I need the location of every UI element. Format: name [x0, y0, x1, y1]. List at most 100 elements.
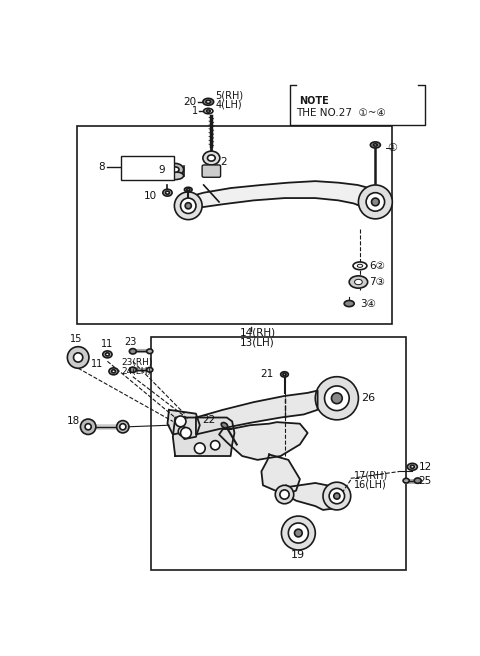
Bar — [77, 127, 392, 323]
Text: ①: ① — [388, 143, 397, 153]
Text: 17(RH): 17(RH) — [354, 470, 388, 480]
Text: 22: 22 — [202, 415, 215, 425]
Circle shape — [67, 346, 89, 368]
Circle shape — [81, 419, 96, 434]
Circle shape — [85, 424, 91, 430]
Ellipse shape — [203, 98, 214, 105]
Text: 23(RH): 23(RH) — [121, 358, 153, 367]
Circle shape — [332, 393, 342, 403]
Circle shape — [324, 386, 349, 411]
Ellipse shape — [283, 373, 286, 375]
Ellipse shape — [147, 349, 153, 354]
Ellipse shape — [414, 478, 421, 483]
Text: 6②: 6② — [369, 261, 385, 271]
Polygon shape — [184, 181, 381, 216]
Ellipse shape — [184, 188, 192, 192]
Circle shape — [295, 529, 302, 537]
Ellipse shape — [167, 172, 184, 180]
Circle shape — [275, 485, 294, 504]
Circle shape — [334, 493, 340, 499]
Text: 1: 1 — [192, 106, 198, 116]
Text: 14(RH): 14(RH) — [240, 328, 276, 338]
Polygon shape — [196, 390, 318, 434]
Circle shape — [211, 441, 220, 450]
Circle shape — [281, 516, 315, 550]
Circle shape — [323, 482, 351, 510]
Polygon shape — [285, 483, 338, 510]
Circle shape — [194, 443, 205, 454]
Ellipse shape — [163, 189, 172, 196]
Ellipse shape — [203, 151, 220, 165]
Ellipse shape — [167, 163, 184, 176]
Text: 20: 20 — [183, 97, 197, 107]
FancyBboxPatch shape — [121, 155, 174, 180]
Text: 8: 8 — [98, 162, 105, 173]
Text: 19: 19 — [291, 550, 305, 560]
Text: 11: 11 — [91, 359, 104, 369]
Polygon shape — [219, 422, 308, 460]
Polygon shape — [262, 455, 300, 495]
Circle shape — [315, 377, 359, 420]
Ellipse shape — [206, 110, 210, 112]
Ellipse shape — [187, 188, 190, 191]
Ellipse shape — [206, 100, 211, 104]
Ellipse shape — [353, 262, 367, 270]
Ellipse shape — [204, 108, 213, 113]
Ellipse shape — [171, 167, 179, 173]
Text: 3④: 3④ — [360, 298, 376, 308]
Circle shape — [329, 488, 345, 504]
Ellipse shape — [129, 367, 136, 373]
FancyBboxPatch shape — [202, 165, 221, 177]
Ellipse shape — [166, 191, 169, 194]
Ellipse shape — [408, 463, 417, 470]
Text: 21: 21 — [261, 369, 274, 379]
Circle shape — [175, 416, 186, 427]
Ellipse shape — [112, 370, 116, 373]
Polygon shape — [173, 417, 234, 456]
Text: 15: 15 — [71, 334, 83, 344]
Ellipse shape — [373, 144, 377, 146]
Ellipse shape — [357, 264, 363, 268]
Circle shape — [73, 353, 83, 362]
Text: 10: 10 — [144, 191, 156, 201]
Ellipse shape — [403, 478, 409, 483]
Text: 24(LH): 24(LH) — [121, 367, 151, 376]
Ellipse shape — [281, 372, 288, 377]
Circle shape — [366, 193, 384, 211]
Ellipse shape — [129, 348, 136, 354]
Ellipse shape — [106, 353, 109, 356]
Text: 13(LH): 13(LH) — [240, 337, 275, 347]
Text: THE NO.27  ①~④: THE NO.27 ①~④ — [296, 108, 386, 118]
Ellipse shape — [221, 422, 228, 428]
Text: 4(LH): 4(LH) — [215, 100, 242, 110]
Text: NOTE: NOTE — [299, 96, 329, 106]
Ellipse shape — [103, 351, 112, 358]
Ellipse shape — [349, 276, 368, 288]
Text: 23: 23 — [124, 337, 137, 347]
Text: 2: 2 — [220, 157, 227, 167]
Text: 7③: 7③ — [369, 277, 385, 287]
Polygon shape — [168, 410, 200, 439]
Circle shape — [359, 185, 392, 219]
Text: 9: 9 — [158, 165, 165, 174]
Bar — [151, 337, 406, 570]
Circle shape — [180, 198, 196, 213]
Ellipse shape — [109, 368, 118, 375]
Ellipse shape — [371, 142, 380, 148]
Circle shape — [174, 192, 202, 220]
Circle shape — [288, 523, 308, 543]
Circle shape — [178, 427, 188, 436]
Text: 25: 25 — [419, 476, 432, 485]
Text: 12: 12 — [419, 462, 432, 472]
Text: 11: 11 — [101, 338, 114, 348]
Text: 5(RH): 5(RH) — [215, 91, 243, 100]
Text: 26: 26 — [361, 393, 376, 403]
Ellipse shape — [410, 465, 414, 468]
Text: 18: 18 — [66, 417, 80, 426]
Circle shape — [180, 428, 192, 438]
Circle shape — [280, 490, 289, 499]
Ellipse shape — [344, 300, 354, 306]
Ellipse shape — [147, 367, 153, 372]
Circle shape — [117, 420, 129, 433]
Circle shape — [372, 198, 379, 206]
